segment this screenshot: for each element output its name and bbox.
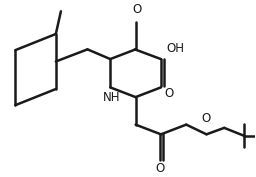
Text: O: O [155,162,164,175]
Text: O: O [202,112,211,125]
Text: O: O [165,87,174,100]
Text: NH: NH [103,91,120,104]
Text: OH: OH [166,42,184,55]
Text: O: O [132,3,142,16]
